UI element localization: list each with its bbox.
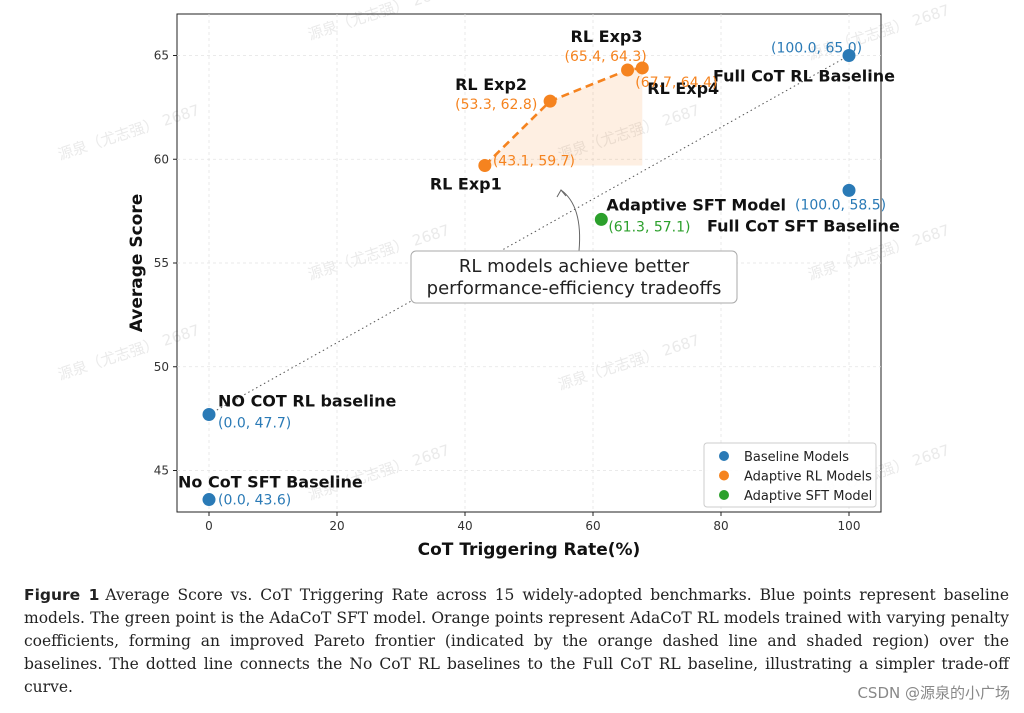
trend-line bbox=[208, 55, 850, 415]
annotation: RL models achieve betterperformance-effi… bbox=[410, 189, 738, 304]
legend-marker bbox=[719, 490, 729, 500]
x-axis-label: CoT Triggering Rate(%) bbox=[418, 540, 641, 560]
figure-caption: Figure 1 Average Score vs. CoT Triggering… bbox=[24, 584, 1009, 699]
y-tick-label: 60 bbox=[154, 152, 169, 166]
annotation-box bbox=[410, 250, 738, 304]
point-name-label: RL Exp3 bbox=[571, 27, 643, 46]
x-tick-label: 0 bbox=[205, 519, 213, 533]
data-point bbox=[202, 493, 216, 507]
pareto-shaded-region bbox=[484, 67, 643, 166]
axis-ticks: 0 20 40 60 80 100 45 50 55 60 65 bbox=[154, 49, 861, 534]
point-value-label: (67.7, 64.4) bbox=[635, 75, 717, 91]
point-value-label: (100.0, 58.5) bbox=[795, 197, 886, 213]
point-name-label: Full CoT RL Baseline bbox=[713, 67, 895, 86]
annotation-text-line2: performance-efficiency tradeoffs bbox=[427, 278, 722, 299]
point-name-label: Full CoT SFT Baseline bbox=[707, 216, 900, 235]
legend-label: Adaptive RL Models bbox=[744, 470, 872, 485]
x-tick-label: 60 bbox=[585, 519, 600, 533]
watermark-text: 源泉（尤志强） 2687 bbox=[556, 331, 702, 394]
data-point bbox=[621, 63, 635, 77]
watermark-text: 源泉（尤志强） 2687 bbox=[306, 0, 452, 44]
data-point bbox=[478, 158, 492, 172]
data-point bbox=[202, 407, 216, 421]
caption-text: Average Score vs. CoT Triggering Rate ac… bbox=[24, 586, 1010, 696]
legend-marker bbox=[719, 451, 729, 461]
point-value-label: (53.3, 62.8) bbox=[455, 97, 537, 113]
legend: Baseline Models Adaptive RL Models Adaptiv… bbox=[703, 442, 877, 508]
y-tick-label: 50 bbox=[154, 360, 169, 374]
point-name-label: RL Exp2 bbox=[455, 75, 527, 94]
pareto-frontier-line bbox=[483, 66, 643, 167]
y-tick-label: 55 bbox=[154, 256, 169, 270]
point-value-label: (0.0, 47.7) bbox=[218, 415, 291, 431]
point-name-label: RL Exp4 bbox=[647, 79, 719, 98]
data-point bbox=[543, 94, 557, 108]
dotted-trend-line bbox=[208, 55, 850, 415]
legend-marker bbox=[719, 470, 729, 481]
y-tick-label: 45 bbox=[154, 464, 169, 478]
y-axis-label: Average Score bbox=[127, 194, 147, 333]
x-tick-label: 80 bbox=[713, 519, 728, 533]
legend-label: Adaptive SFT Model bbox=[744, 489, 872, 504]
annotation-arrowhead bbox=[556, 189, 567, 198]
point-value-label: (0.0, 43.6) bbox=[218, 493, 291, 509]
point-value-label: (100.0, 65.0) bbox=[771, 41, 862, 57]
point-value-label: (43.1, 59.7) bbox=[493, 153, 575, 169]
watermark-text: 源泉（尤志强） 2687 bbox=[56, 101, 202, 164]
x-tick-label: 100 bbox=[838, 519, 861, 533]
x-tick-label: 20 bbox=[329, 519, 344, 533]
data-points bbox=[202, 49, 856, 507]
pareto-shade bbox=[484, 67, 643, 166]
point-value-label: (65.4, 64.3) bbox=[565, 49, 647, 65]
point-name-label: NO COT RL baseline bbox=[218, 391, 396, 410]
point-value-label: (61.3, 57.1) bbox=[608, 219, 690, 235]
csdn-credit: CSDN @源泉的小广场 bbox=[857, 684, 1010, 702]
data-point bbox=[635, 61, 649, 75]
point-labels: Full CoT RL Baseline (100.0, 65.0) Full Co… bbox=[178, 27, 900, 509]
data-point bbox=[594, 212, 608, 226]
point-name-label: RL Exp1 bbox=[430, 174, 502, 193]
point-name-label: No CoT SFT Baseline bbox=[178, 473, 363, 492]
x-tick-label: 40 bbox=[457, 519, 472, 533]
caption-label: Figure 1 bbox=[24, 586, 100, 604]
annotation-arrow bbox=[560, 189, 581, 252]
data-point bbox=[842, 183, 856, 197]
legend-label: Baseline Models bbox=[744, 450, 849, 465]
y-tick-label: 65 bbox=[154, 49, 169, 63]
pareto-dashed-line bbox=[483, 66, 643, 167]
legend-box bbox=[703, 442, 877, 508]
annotation-text-line1: RL models achieve better bbox=[459, 256, 690, 277]
point-name-label: Adaptive SFT Model bbox=[606, 195, 786, 214]
data-point bbox=[842, 49, 856, 62]
